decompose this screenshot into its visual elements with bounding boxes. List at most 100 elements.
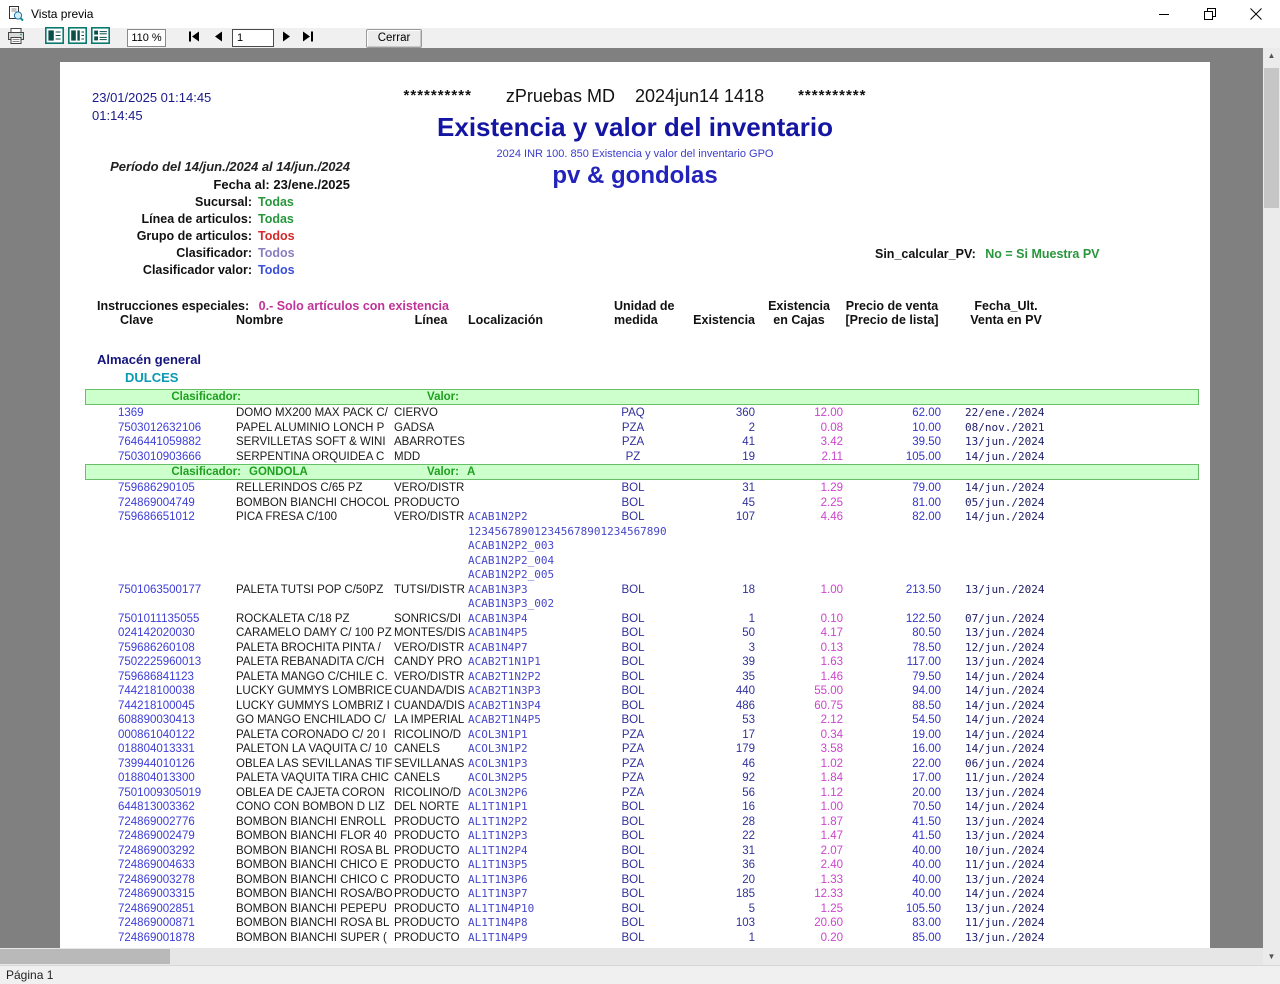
last-page-button[interactable] bbox=[300, 28, 316, 48]
cell-nombre: PALETA BROCHITA PINTA / bbox=[236, 641, 381, 654]
printed-time: 01:14:45 bbox=[92, 108, 143, 123]
table-row: 744218100045 LUCKY GUMMYS LOMBRIZ I CUANDA… bbox=[60, 699, 1210, 714]
cell-cajas: 12.33 bbox=[814, 888, 843, 900]
table-row: 7501011135055 ROCKALETA C/18 PZ SONRICS/DI… bbox=[60, 612, 1210, 627]
cell-nombre bbox=[236, 525, 394, 540]
multi-page-view-button[interactable] bbox=[90, 27, 110, 48]
cell-fecha: 05/jun./2024 bbox=[965, 495, 1045, 509]
cell-fecha: 11/jun./2024 bbox=[965, 858, 1045, 871]
col-linea: Línea bbox=[414, 313, 448, 327]
cell-precio: 83.00 bbox=[912, 917, 941, 929]
cell-exist: 1 bbox=[748, 931, 755, 944]
cell-linea bbox=[394, 597, 468, 612]
cell-precio: 16.00 bbox=[912, 743, 941, 755]
cell-linea: TUTSI/DISTR bbox=[394, 583, 465, 596]
cell-exist: 440 bbox=[735, 685, 755, 697]
filter-block: Sucursal: Todas Línea de articulos: Toda… bbox=[60, 194, 295, 279]
cell-clave: 608890030413 bbox=[118, 714, 195, 726]
first-page-button[interactable] bbox=[186, 28, 202, 48]
cell-clave: 7503010903666 bbox=[118, 450, 202, 463]
cell-linea: GADSA bbox=[394, 421, 435, 434]
cell-cajas: 1.63 bbox=[820, 656, 843, 668]
cell-precio: 22.00 bbox=[912, 757, 941, 770]
cell-fecha: 13/jun./2024 bbox=[965, 626, 1045, 639]
single-page-view-button[interactable] bbox=[44, 27, 64, 48]
cell-cajas: 1.02 bbox=[820, 757, 843, 770]
page-width-view-button[interactable] bbox=[67, 27, 87, 48]
zoom-level-field[interactable]: 110 % bbox=[127, 29, 166, 47]
filter-label: Línea de articulos: bbox=[141, 212, 252, 226]
cell-um bbox=[614, 568, 652, 583]
cell-loc: ACOL3N2P6 bbox=[468, 785, 528, 799]
horizontal-scrollbar-thumb[interactable] bbox=[0, 949, 170, 964]
page-number-input[interactable]: 1 bbox=[232, 29, 274, 47]
cell-linea: RICOLINO/D bbox=[394, 728, 462, 741]
cell-exist: 179 bbox=[735, 743, 755, 755]
company-name: zPruebas MD 2024jun14 1418 bbox=[505, 86, 765, 106]
cell-linea bbox=[394, 568, 468, 583]
bar-valor-label: Valor: bbox=[427, 391, 459, 403]
cell-nombre: CONO CON BOMBON D LIZ bbox=[236, 801, 385, 813]
print-button[interactable] bbox=[5, 27, 27, 49]
cell-clave: 744218100038 bbox=[118, 685, 195, 697]
cell-fecha: 11/jun./2024 bbox=[965, 771, 1045, 784]
instrucciones-label: Instrucciones especiales: bbox=[97, 299, 250, 313]
cell-exist: 18 bbox=[742, 583, 755, 596]
cell-loc: ACAB1N3P4 bbox=[468, 611, 528, 625]
cell-nombre: PALETA VAQUITA TIRA CHIC bbox=[236, 772, 389, 784]
cell-nombre: BOMBON BIANCHI ROSA/BO bbox=[236, 888, 393, 900]
filter-value: Todas bbox=[258, 212, 294, 226]
cell-cajas bbox=[755, 568, 843, 583]
cell-clave: 759686290105 bbox=[118, 482, 195, 494]
cell-um: BOL bbox=[621, 888, 645, 900]
bar-valor-label: Valor: bbox=[427, 466, 459, 478]
filter-row-linea: Línea de articulos: Todas bbox=[60, 211, 295, 228]
cell-exist: 185 bbox=[735, 888, 755, 900]
horizontal-scrollbar[interactable] bbox=[0, 948, 1263, 965]
table-row: 759686260108 PALETA BROCHITA PINTA / VERO/… bbox=[60, 641, 1210, 656]
report-company-line: ********** zPruebas MD 2024jun14 1418 ****… bbox=[60, 86, 1210, 107]
cell-exist: 5 bbox=[748, 902, 755, 915]
printer-icon bbox=[7, 27, 26, 49]
cell-clave: 724869002479 bbox=[118, 830, 195, 842]
cell-um: PZ bbox=[625, 450, 641, 463]
cell-cajas: 2.40 bbox=[820, 859, 843, 871]
scroll-up-arrow-icon[interactable]: ▲ bbox=[1267, 51, 1276, 60]
cell-nombre: PALETA TUTSI POP C/50PZ bbox=[236, 583, 384, 596]
col-precio-venta: Precio de venta [Precio de lista] bbox=[845, 299, 939, 327]
cell-linea: PRODUCTO bbox=[394, 917, 460, 929]
cell-linea: SONRICS/DI bbox=[394, 612, 462, 625]
table-row: ACAB1N2P2_004 bbox=[60, 554, 1210, 569]
minimize-button[interactable] bbox=[1142, 0, 1187, 28]
cell-linea: MDD bbox=[394, 450, 421, 463]
cell-loc: ACAB1N2P2_005 bbox=[468, 568, 555, 581]
cerrar-button[interactable]: Cerrar bbox=[366, 29, 422, 48]
cell-nombre: OBLEA DE CAJETA CORON bbox=[236, 786, 385, 799]
table-row: 724869002776 BOMBON BIANCHI ENROLL PRODUCT… bbox=[60, 815, 1210, 830]
restore-button[interactable] bbox=[1187, 0, 1232, 28]
close-button[interactable] bbox=[1232, 0, 1280, 28]
cell-exist: 22 bbox=[742, 830, 755, 842]
cell-precio: 81.00 bbox=[912, 496, 941, 509]
window-title: Vista previa bbox=[31, 7, 94, 21]
cell-clave: 000861040122 bbox=[118, 728, 195, 741]
prev-page-button[interactable] bbox=[211, 28, 225, 48]
cell-loc: ACAB1N3P3_002 bbox=[468, 597, 555, 610]
cell-um: BOL bbox=[621, 699, 645, 712]
next-page-button[interactable] bbox=[279, 28, 293, 48]
cell-fecha: 14/jun./2024 bbox=[965, 727, 1045, 741]
cell-um: BOL bbox=[621, 641, 645, 654]
vertical-scrollbar-thumb[interactable] bbox=[1264, 68, 1279, 208]
cell-nombre bbox=[236, 539, 394, 554]
cell-linea: CUANDA/DIS bbox=[394, 685, 465, 697]
cell-exist: 17 bbox=[742, 728, 755, 741]
cell-precio: 94.00 bbox=[912, 685, 941, 697]
table-row: ACAB1N3P3_002 bbox=[60, 597, 1210, 612]
cell-cajas: 55.00 bbox=[814, 685, 843, 697]
cell-um: BOL bbox=[621, 496, 645, 509]
vertical-scrollbar[interactable]: ▲ ▼ bbox=[1263, 48, 1280, 965]
cell-clave: 744218100045 bbox=[118, 699, 195, 712]
scroll-down-arrow-icon[interactable]: ▼ bbox=[1267, 952, 1276, 961]
cell-fecha: 13/jun./2024 bbox=[965, 814, 1045, 828]
col-existencia: Existencia bbox=[693, 313, 755, 327]
